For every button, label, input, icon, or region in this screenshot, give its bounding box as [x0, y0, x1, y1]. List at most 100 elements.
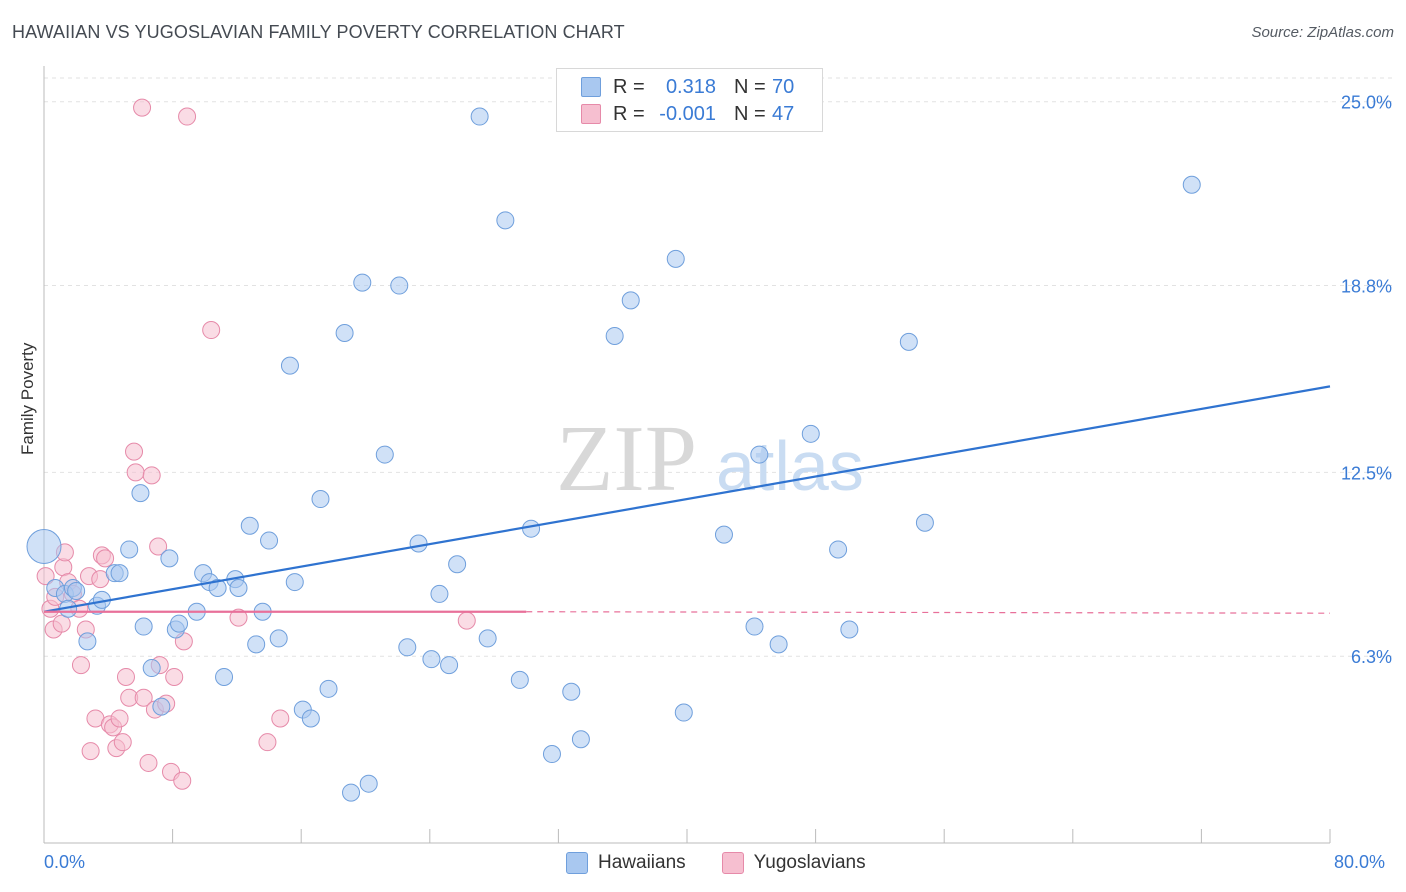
data-point	[510, 670, 529, 689]
data-point	[71, 656, 90, 675]
data-point	[67, 581, 86, 600]
axes	[43, 66, 1331, 844]
data-point	[280, 356, 299, 375]
data-point	[142, 659, 161, 678]
data-point	[229, 608, 248, 627]
correlation-legend: R = 0.318 N = 70 R = -0.001 N = 47	[556, 68, 823, 132]
data-point	[110, 709, 129, 728]
data-point	[229, 579, 248, 597]
trendlines	[43, 385, 1331, 614]
data-point	[240, 516, 259, 535]
data-point	[258, 733, 277, 752]
y-tick-label: 25.0%	[1341, 93, 1392, 113]
data-point	[110, 564, 129, 583]
data-point	[359, 774, 378, 793]
series-legend-label: Hawaiians	[598, 852, 686, 873]
data-point	[448, 555, 467, 574]
data-point	[142, 466, 161, 485]
data-point	[260, 531, 279, 550]
data-point	[208, 579, 227, 597]
data-point	[478, 629, 497, 648]
data-point	[269, 629, 288, 648]
data-point	[26, 528, 62, 564]
series-yugoslavians	[36, 98, 476, 790]
data-point	[160, 549, 179, 568]
grid-lines	[44, 77, 1392, 657]
data-point	[390, 276, 409, 295]
series-legend-hawaiians[interactable]: Hawaiians	[566, 852, 686, 874]
data-point	[247, 635, 266, 654]
data-point	[801, 424, 820, 443]
data-point	[116, 667, 135, 686]
watermark-atlas: atlas	[716, 427, 864, 505]
data-point	[215, 667, 234, 686]
x-tick-label-max: 80.0%	[1334, 852, 1386, 872]
x-tick-label-min: 0.0%	[44, 852, 86, 872]
legend-swatch-hawaiians	[581, 77, 601, 97]
data-point	[170, 614, 189, 633]
data-point	[319, 679, 338, 698]
legend-row-yugoslavians: R = -0.001 N = 47	[581, 101, 794, 127]
data-point	[96, 549, 115, 568]
y-tick-labels: 6.3% 12.5% 18.8% 25.0%	[1341, 93, 1392, 667]
trendline-hawaiians	[43, 385, 1331, 613]
data-point	[430, 584, 449, 603]
series-legend-label: Yugoslavians	[753, 852, 866, 873]
legend-r-value-yugoslavians: -0.001	[659, 102, 716, 125]
data-point	[571, 730, 590, 749]
data-point	[152, 697, 171, 716]
legend-r-label: R =	[613, 102, 645, 125]
data-point	[522, 519, 541, 538]
data-point	[1182, 175, 1201, 194]
data-point	[52, 614, 71, 633]
data-point	[131, 484, 150, 503]
legend-n-value-hawaiians: 70	[772, 75, 795, 98]
data-point	[36, 567, 55, 586]
data-point	[133, 98, 152, 117]
data-point	[113, 733, 132, 752]
legend-swatch-hawaiians	[566, 852, 588, 874]
data-point	[542, 745, 561, 764]
legend-row-hawaiians: R = 0.318 N = 70	[581, 74, 794, 100]
data-point	[149, 537, 168, 556]
data-point	[899, 332, 918, 351]
data-point	[398, 638, 417, 657]
y-tick-label: 12.5%	[1341, 463, 1392, 483]
data-point	[120, 540, 139, 559]
data-point	[178, 107, 197, 126]
data-point	[375, 445, 394, 464]
chart-title: HAWAIIAN VS YUGOSLAVIAN FAMILY POVERTY C…	[12, 22, 625, 42]
data-point	[134, 688, 153, 707]
y-tick-label: 18.8%	[1341, 277, 1392, 297]
data-point	[829, 540, 848, 559]
data-point	[78, 632, 97, 651]
data-point	[621, 291, 640, 310]
legend-swatch-yugoslavians	[581, 104, 601, 124]
data-point	[605, 326, 624, 345]
data-point	[562, 682, 581, 701]
trendline-yugoslavians	[526, 611, 1331, 614]
watermark-zip: ZIP	[556, 407, 697, 511]
data-point	[750, 445, 769, 464]
data-point	[915, 513, 934, 532]
data-point	[422, 650, 441, 669]
series-hawaiians	[26, 107, 1201, 802]
data-point	[81, 742, 100, 761]
series-legend-yugoslavians[interactable]: Yugoslavians	[721, 852, 866, 874]
data-point	[714, 525, 733, 544]
data-point	[134, 617, 153, 636]
legend-n-label: N =	[734, 102, 766, 125]
data-point	[202, 321, 221, 340]
data-point	[173, 771, 192, 790]
data-point	[342, 783, 361, 802]
legend-swatch-yugoslavians	[721, 852, 744, 874]
data-point	[440, 656, 459, 675]
data-point	[745, 617, 764, 636]
data-point	[165, 667, 184, 686]
legend-n-value-yugoslavians: 47	[772, 102, 795, 125]
data-point	[126, 463, 145, 482]
data-point	[840, 620, 859, 639]
data-point	[311, 490, 330, 509]
legend-r-label: R =	[613, 75, 645, 98]
data-point	[470, 107, 489, 126]
